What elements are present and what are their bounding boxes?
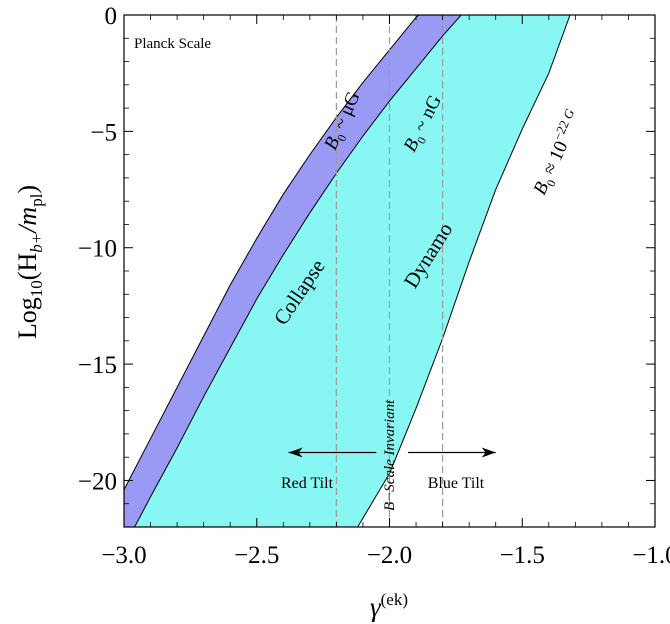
y-label-sub2: b+ xyxy=(27,233,46,253)
dynamo-region xyxy=(124,15,571,527)
y-label-sub3: pl xyxy=(27,193,46,207)
planck-scale-label: Planck Scale xyxy=(134,36,211,52)
x-tick-label: −1.0 xyxy=(632,542,670,569)
red-tilt-label: Red Tilt xyxy=(281,475,334,492)
boundary-curve-3 xyxy=(357,15,571,527)
b0-1022-rest: ≈ 10 xyxy=(537,138,572,182)
x-tick-label: −3.0 xyxy=(101,542,146,569)
blue-tilt-label: Blue Tilt xyxy=(428,475,485,492)
b0-1022-label: B0 ≈ 10−22 G xyxy=(526,106,589,200)
red-tilt-arrow xyxy=(288,447,377,458)
blue-tilt-arrow xyxy=(408,447,496,458)
y-label-slash: /m xyxy=(13,207,42,235)
y-label-sub1: 10 xyxy=(27,280,46,297)
b0-muG-sub: 0 xyxy=(334,132,349,143)
b0-nG-sub: 0 xyxy=(414,135,429,147)
x-tick-label: −2.5 xyxy=(234,542,279,569)
y-axis-label: Log10(Hb+/mpl) xyxy=(13,185,46,339)
b0-1022-sub: 0 xyxy=(543,178,558,189)
y-tick-label: −10 xyxy=(78,236,117,263)
collapse-region xyxy=(124,15,462,527)
x-axis-label-base: γ xyxy=(370,592,382,622)
y-tick-label: 0 xyxy=(105,3,118,30)
x-axis-label-sup: (ek) xyxy=(381,590,408,609)
x-axis-label: γ(ek) xyxy=(370,590,408,622)
y-tick-label: −20 xyxy=(78,468,117,495)
x-tick-label: −2.0 xyxy=(367,542,412,569)
y-label-mid: (H xyxy=(13,253,42,281)
y-tick-label: −5 xyxy=(90,119,117,146)
x-tick-label: −1.5 xyxy=(500,542,545,569)
scale-invariant-text: B−Scale Invariant xyxy=(382,399,398,511)
boundary-curve-2 xyxy=(134,15,462,527)
y-label-close: ) xyxy=(13,185,42,194)
y-label-prefix: Log xyxy=(13,297,42,339)
scale-invariant-label: B−Scale Invariant xyxy=(382,399,398,511)
y-tick-label: −15 xyxy=(78,352,117,379)
